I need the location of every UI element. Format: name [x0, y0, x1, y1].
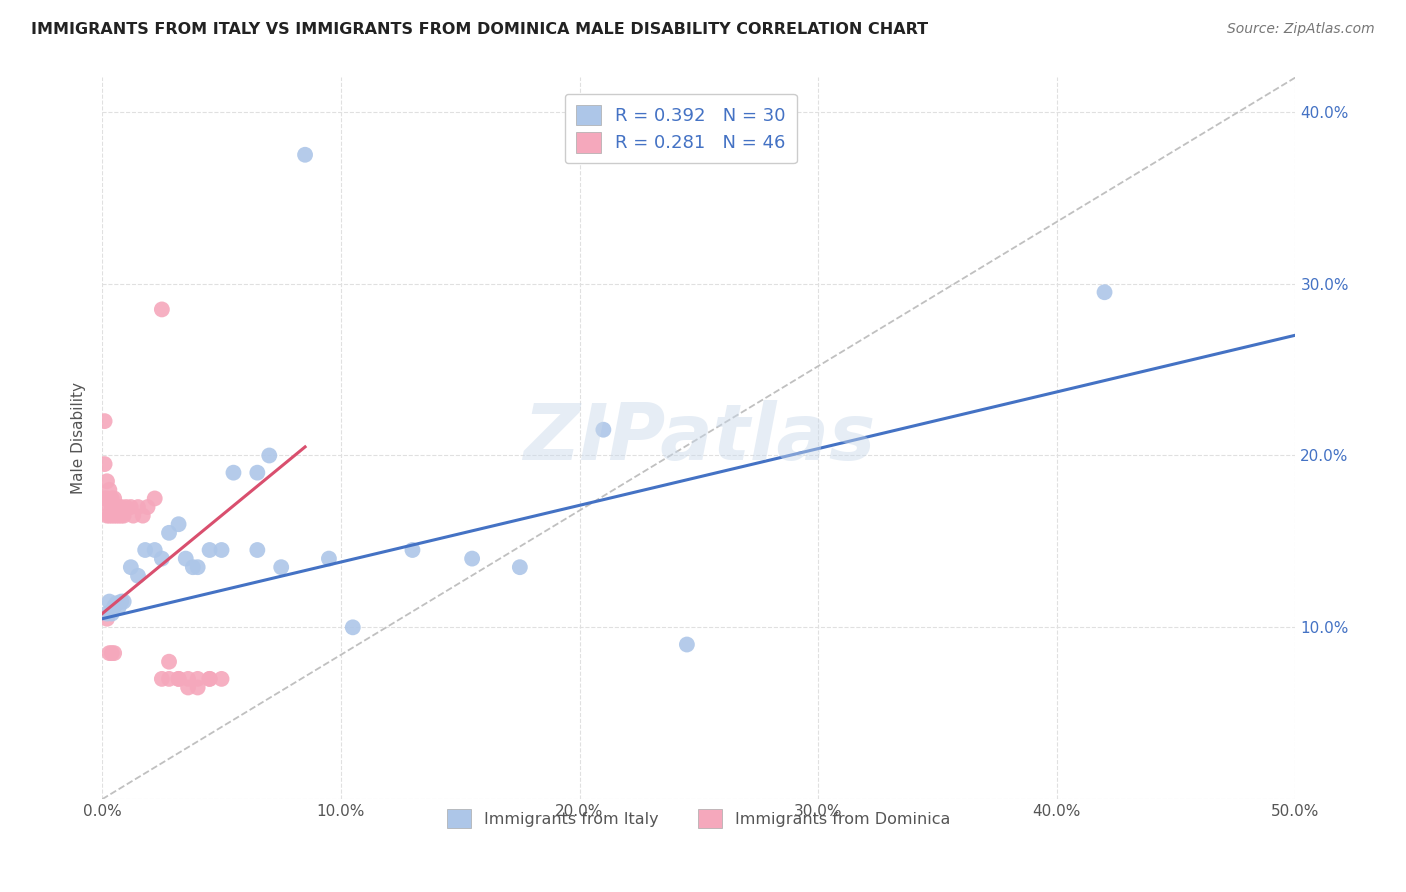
- Point: [174, 551, 197, 566]
- Point: [134, 543, 156, 558]
- Point: [98, 508, 121, 523]
- Point: [110, 594, 132, 608]
- Text: IMMIGRANTS FROM ITALY VS IMMIGRANTS FROM DOMINICA MALE DISABILITY CORRELATION CH: IMMIGRANTS FROM ITALY VS IMMIGRANTS FROM…: [31, 22, 928, 37]
- Point: [167, 517, 190, 532]
- Point: [96, 607, 118, 621]
- Point: [150, 672, 173, 686]
- Point: [96, 475, 118, 489]
- Point: [198, 672, 221, 686]
- Point: [342, 620, 364, 634]
- Point: [100, 646, 122, 660]
- Point: [103, 500, 125, 514]
- Point: [127, 500, 149, 514]
- Point: [318, 551, 340, 566]
- Point: [246, 466, 269, 480]
- Point: [259, 449, 281, 463]
- Point: [96, 612, 118, 626]
- Point: [167, 672, 190, 686]
- Point: [120, 500, 142, 514]
- Point: [127, 568, 149, 582]
- Point: [110, 508, 132, 523]
- Point: [93, 491, 115, 506]
- Point: [108, 508, 131, 523]
- Point: [98, 500, 121, 514]
- Point: [157, 672, 180, 686]
- Point: [110, 500, 132, 514]
- Point: [461, 551, 484, 566]
- Point: [150, 551, 173, 566]
- Point: [1094, 285, 1116, 300]
- Point: [93, 414, 115, 428]
- Point: [98, 594, 121, 608]
- Y-axis label: Male Disability: Male Disability: [72, 383, 86, 494]
- Point: [100, 607, 122, 621]
- Point: [150, 302, 173, 317]
- Point: [509, 560, 531, 574]
- Point: [100, 500, 122, 514]
- Point: [143, 491, 166, 506]
- Point: [103, 508, 125, 523]
- Point: [187, 560, 209, 574]
- Point: [592, 423, 614, 437]
- Point: [187, 672, 209, 686]
- Point: [115, 500, 138, 514]
- Point: [246, 543, 269, 558]
- Point: [222, 466, 245, 480]
- Point: [211, 543, 233, 558]
- Point: [103, 491, 125, 506]
- Point: [211, 672, 233, 686]
- Point: [676, 638, 699, 652]
- Point: [157, 525, 180, 540]
- Point: [122, 508, 145, 523]
- Point: [112, 594, 135, 608]
- Point: [98, 646, 121, 660]
- Point: [112, 508, 135, 523]
- Point: [96, 491, 118, 506]
- Point: [143, 543, 166, 558]
- Point: [198, 543, 221, 558]
- Point: [401, 543, 423, 558]
- Point: [108, 599, 131, 614]
- Text: Source: ZipAtlas.com: Source: ZipAtlas.com: [1227, 22, 1375, 37]
- Point: [103, 646, 125, 660]
- Point: [105, 508, 128, 523]
- Point: [103, 599, 125, 614]
- Point: [120, 560, 142, 574]
- Point: [177, 681, 200, 695]
- Point: [100, 491, 122, 506]
- Point: [100, 508, 122, 523]
- Point: [93, 457, 115, 471]
- Point: [96, 508, 118, 523]
- Point: [105, 596, 128, 610]
- Point: [294, 148, 316, 162]
- Point: [198, 672, 221, 686]
- Point: [181, 560, 204, 574]
- Point: [98, 483, 121, 497]
- Point: [136, 500, 159, 514]
- Point: [177, 672, 200, 686]
- Point: [132, 508, 155, 523]
- Point: [167, 672, 190, 686]
- Point: [108, 500, 131, 514]
- Text: ZIPatlas: ZIPatlas: [523, 401, 875, 476]
- Point: [187, 681, 209, 695]
- Point: [270, 560, 292, 574]
- Point: [105, 500, 128, 514]
- Point: [157, 655, 180, 669]
- Legend: Immigrants from Italy, Immigrants from Dominica: Immigrants from Italy, Immigrants from D…: [440, 802, 957, 835]
